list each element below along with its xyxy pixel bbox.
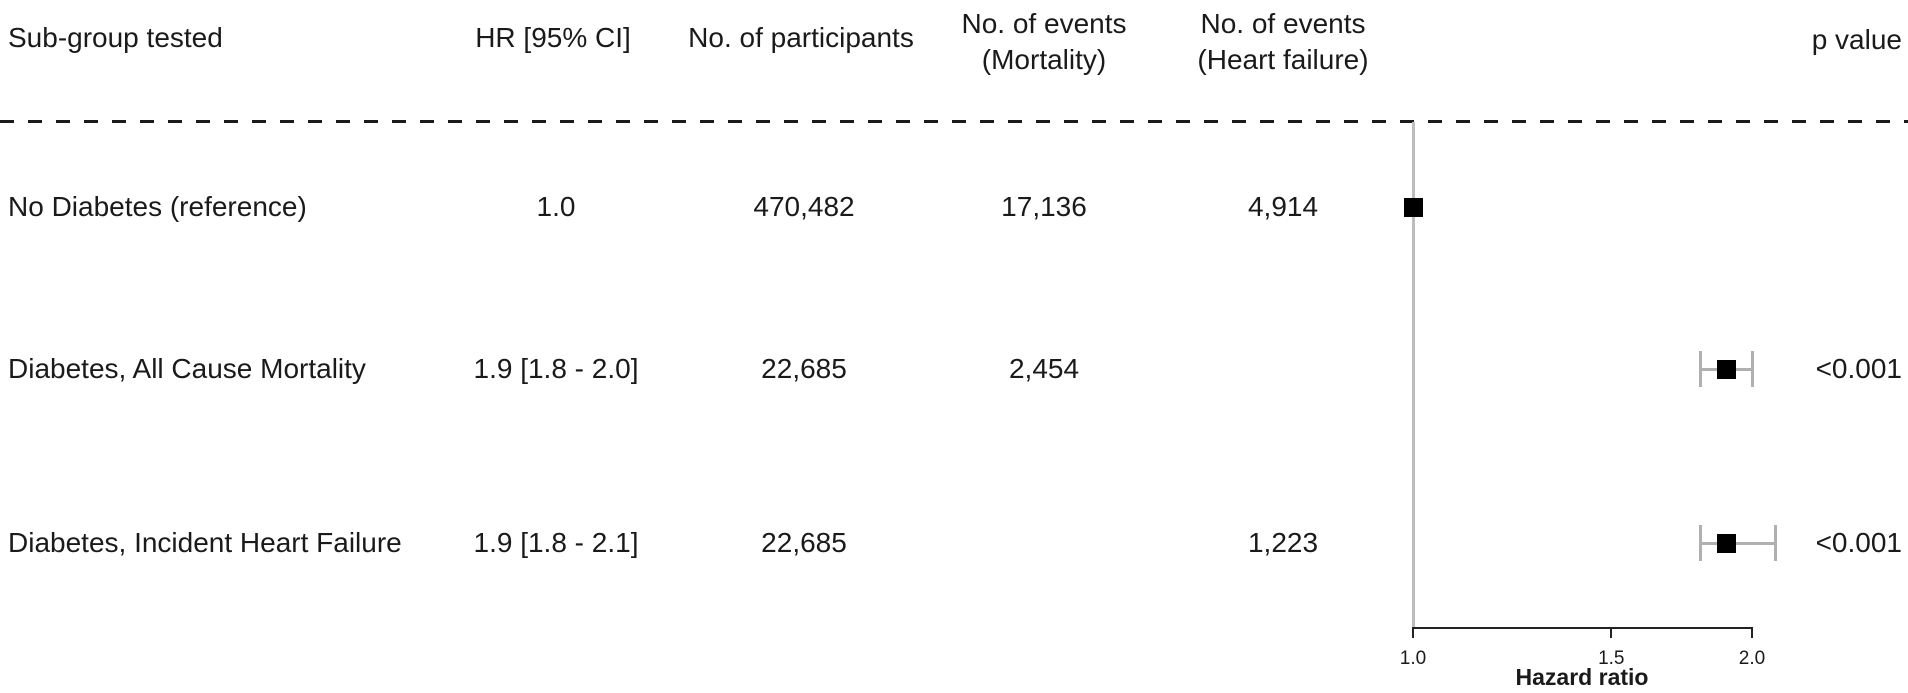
ci-cap-high bbox=[1774, 525, 1778, 561]
x-axis-tick-label: 1.0 bbox=[1399, 648, 1427, 669]
cell-subgroup: Diabetes, All Cause Mortality bbox=[8, 353, 366, 384]
column-header-events-heart-failure-line1: No. of events bbox=[1200, 8, 1366, 39]
column-header-events-mortality-line2: (Mortality) bbox=[981, 44, 1107, 75]
cell-participants: 22,685 bbox=[761, 527, 847, 558]
column-header-events-mortality: No. of events (Mortality) bbox=[962, 6, 1127, 78]
x-axis-tick bbox=[1610, 627, 1613, 638]
ci-whisker bbox=[1700, 541, 1776, 545]
hr-point-marker bbox=[1717, 533, 1737, 553]
column-header-hr-ci: HR [95% CI] bbox=[475, 22, 631, 53]
hr-point-marker bbox=[1403, 197, 1423, 217]
cell-events-hf: 4,914 bbox=[1247, 191, 1319, 222]
ci-cap-high bbox=[1750, 351, 1754, 387]
cell-hr-ci: 1.9 [1.8 - 2.0] bbox=[473, 353, 639, 384]
column-header-subgroup: Sub-group tested bbox=[8, 22, 223, 53]
column-header-events-mortality-line1: No. of events bbox=[961, 8, 1127, 39]
cell-events-hf: 1,223 bbox=[1247, 527, 1319, 558]
cell-p-value: <0.001 bbox=[1815, 353, 1902, 384]
cell-subgroup: Diabetes, Incident Heart Failure bbox=[8, 527, 402, 558]
column-header-p-value: p value bbox=[1811, 24, 1902, 55]
ci-cap-low bbox=[1698, 525, 1702, 561]
x-axis-label: Hazard ratio bbox=[1515, 664, 1649, 690]
x-axis-line bbox=[1413, 627, 1752, 629]
ci-cap-low bbox=[1698, 351, 1702, 387]
cell-hr-ci: 1.9 [1.8 - 2.1] bbox=[473, 527, 639, 558]
cell-hr-ci: 1.0 bbox=[536, 191, 576, 222]
x-axis-tick bbox=[1751, 627, 1753, 638]
column-header-events-heart-failure-line2: (Heart failure) bbox=[1197, 44, 1369, 75]
x-axis-tick-label: 1.5 bbox=[1598, 648, 1625, 669]
header-separator-dashed-line bbox=[0, 120, 1908, 123]
cell-subgroup: No Diabetes (reference) bbox=[8, 191, 307, 222]
cell-p-value: <0.001 bbox=[1815, 527, 1902, 558]
cell-events-mortality: 17,136 bbox=[1001, 191, 1087, 222]
x-axis-tick-label: 2.0 bbox=[1738, 648, 1766, 669]
reference-line bbox=[1411, 122, 1415, 627]
cell-participants: 470,482 bbox=[753, 191, 855, 222]
column-header-participants: No. of participants bbox=[688, 22, 914, 53]
cell-events-mortality: 2,454 bbox=[1008, 353, 1080, 384]
cell-participants: 22,685 bbox=[761, 353, 847, 384]
hr-point-marker bbox=[1717, 359, 1737, 379]
column-header-events-heart-failure: No. of events (Heart failure) bbox=[1197, 6, 1368, 78]
x-axis-tick bbox=[1412, 627, 1414, 638]
